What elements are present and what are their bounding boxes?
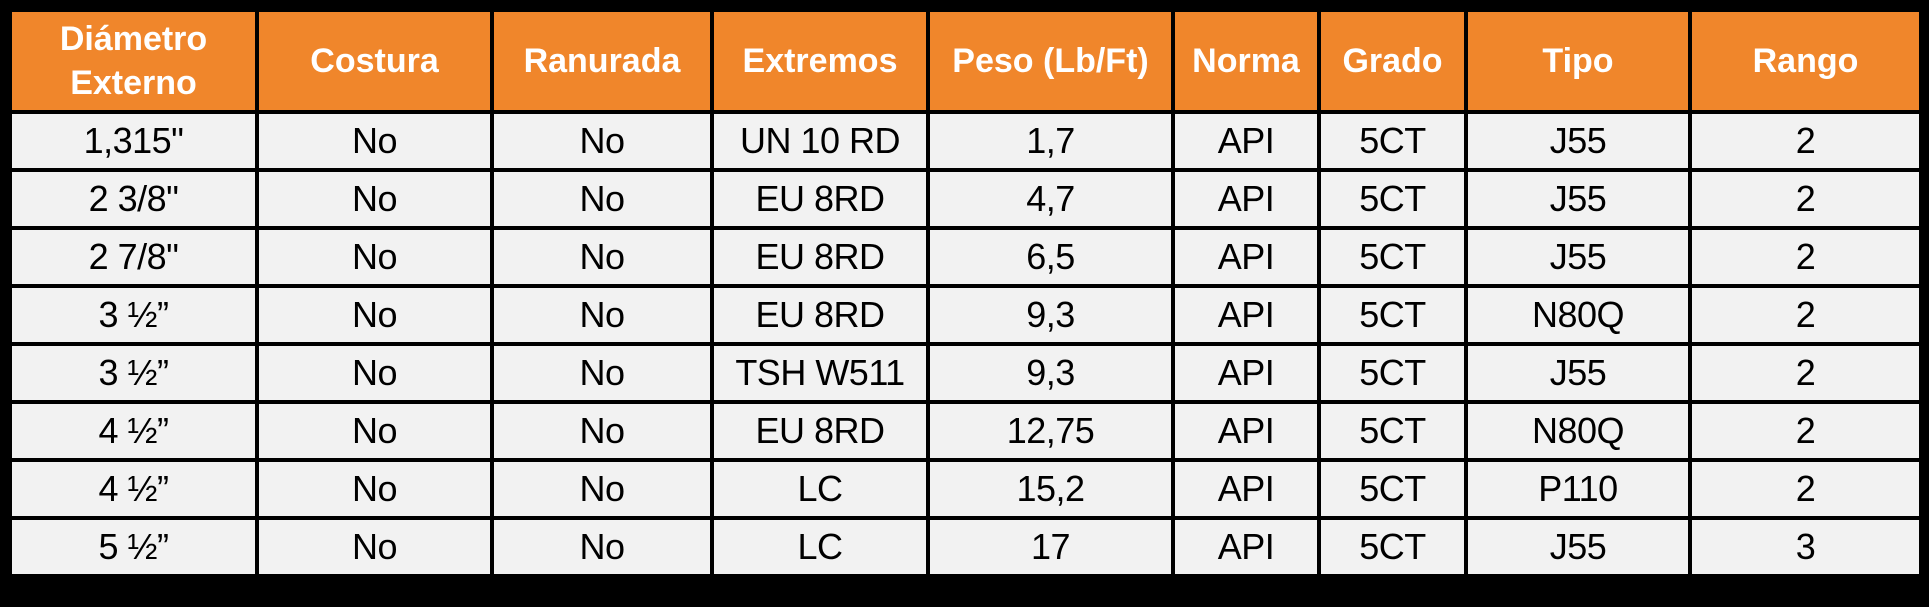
table-cell: 15,2 [926,458,1175,520]
table-cell: No [490,110,714,172]
column-header: Norma [1171,8,1321,114]
table-cell: API [1171,458,1321,520]
column-header: Rango [1688,8,1923,114]
table-cell: 2 [1688,458,1923,520]
table-cell: 1,315" [8,110,259,172]
table-cell: 2 [1688,168,1923,230]
table-cell: EU 8RD [710,226,930,288]
table-cell: 2 7/8" [8,226,259,288]
table-cell: 5CT [1317,342,1468,404]
table-row: 2 7/8" No No EU 8RD 6,5 API 5CT J55 2 [8,226,1923,288]
table-cell: API [1171,168,1321,230]
table-cell: N80Q [1464,284,1692,346]
table-cell: N80Q [1464,400,1692,462]
table-cell: API [1171,110,1321,172]
table-row: 2 3/8" No No EU 8RD 4,7 API 5CT J55 2 [8,168,1923,230]
table-cell: No [255,458,494,520]
table-cell: 2 [1688,226,1923,288]
table-cell: UN 10 RD [710,110,930,172]
table-cell: API [1171,342,1321,404]
table-cell: EU 8RD [710,168,930,230]
table-cell: 5CT [1317,168,1468,230]
table-cell: API [1171,516,1321,578]
table-cell: 4 ½” [8,400,259,462]
table-row: 3 ½” No No TSH W511 9,3 API 5CT J55 2 [8,342,1923,404]
pipe-spec-table-container: Diámetro Externo Costura Ranurada Extremos P… [8,8,1923,578]
table-cell: LC [710,458,930,520]
table-cell: 5CT [1317,458,1468,520]
table-cell: 2 3/8" [8,168,259,230]
table-cell: TSH W511 [710,342,930,404]
table-cell: No [255,516,494,578]
table-cell: 5CT [1317,284,1468,346]
table-cell: J55 [1464,516,1692,578]
table-cell: No [255,226,494,288]
table-cell: No [255,400,494,462]
table-cell: J55 [1464,168,1692,230]
column-header: Diámetro Externo [8,8,259,114]
table-cell: 9,3 [926,342,1175,404]
table-cell: 5CT [1317,516,1468,578]
table-cell: 2 [1688,342,1923,404]
table-cell: P110 [1464,458,1692,520]
table-cell: No [255,110,494,172]
column-header: Costura [255,8,494,114]
column-header: Extremos [710,8,930,114]
table-cell: 5 ½” [8,516,259,578]
table-body: 1,315" No No UN 10 RD 1,7 API 5CT J55 2 2 3/8" No N… [8,110,1923,578]
table-cell: No [490,226,714,288]
column-header: Peso (Lb/Ft) [926,8,1175,114]
table-cell: 3 ½” [8,284,259,346]
table-row: 4 ½” No No LC 15,2 API 5CT P110 2 [8,458,1923,520]
header-row: Diámetro Externo Costura Ranurada Extremos P… [8,8,1923,114]
table-cell: No [490,342,714,404]
table-cell: API [1171,284,1321,346]
table-cell: 6,5 [926,226,1175,288]
table-cell: No [490,400,714,462]
table-cell: API [1171,400,1321,462]
table-cell: 4 ½” [8,458,259,520]
table-row: 4 ½” No No EU 8RD 12,75 API 5CT N80Q 2 [8,400,1923,462]
table-cell: 2 [1688,400,1923,462]
pipe-spec-table: Diámetro Externo Costura Ranurada Extremos P… [8,8,1923,578]
table-cell: No [255,284,494,346]
table-cell: 5CT [1317,110,1468,172]
table-cell: J55 [1464,226,1692,288]
table-cell: API [1171,226,1321,288]
table-cell: 17 [926,516,1175,578]
table-cell: 4,7 [926,168,1175,230]
table-cell: 9,3 [926,284,1175,346]
table-row: 1,315" No No UN 10 RD 1,7 API 5CT J55 2 [8,110,1923,172]
table-cell: No [255,342,494,404]
table-cell: EU 8RD [710,400,930,462]
table-cell: 2 [1688,284,1923,346]
table-cell: J55 [1464,110,1692,172]
table-cell: 5CT [1317,400,1468,462]
table-cell: EU 8RD [710,284,930,346]
column-header: Tipo [1464,8,1692,114]
column-header: Ranurada [490,8,714,114]
table-cell: 3 [1688,516,1923,578]
table-cell: No [490,168,714,230]
table-cell: 3 ½” [8,342,259,404]
column-header: Grado [1317,8,1468,114]
table-cell: No [490,516,714,578]
table-row: 5 ½” No No LC 17 API 5CT J55 3 [8,516,1923,578]
table-cell: No [490,284,714,346]
table-row: 3 ½” No No EU 8RD 9,3 API 5CT N80Q 2 [8,284,1923,346]
table-cell: 1,7 [926,110,1175,172]
table-cell: 5CT [1317,226,1468,288]
table-cell: J55 [1464,342,1692,404]
table-cell: 12,75 [926,400,1175,462]
table-cell: LC [710,516,930,578]
table-cell: No [490,458,714,520]
table-cell: No [255,168,494,230]
table-cell: 2 [1688,110,1923,172]
